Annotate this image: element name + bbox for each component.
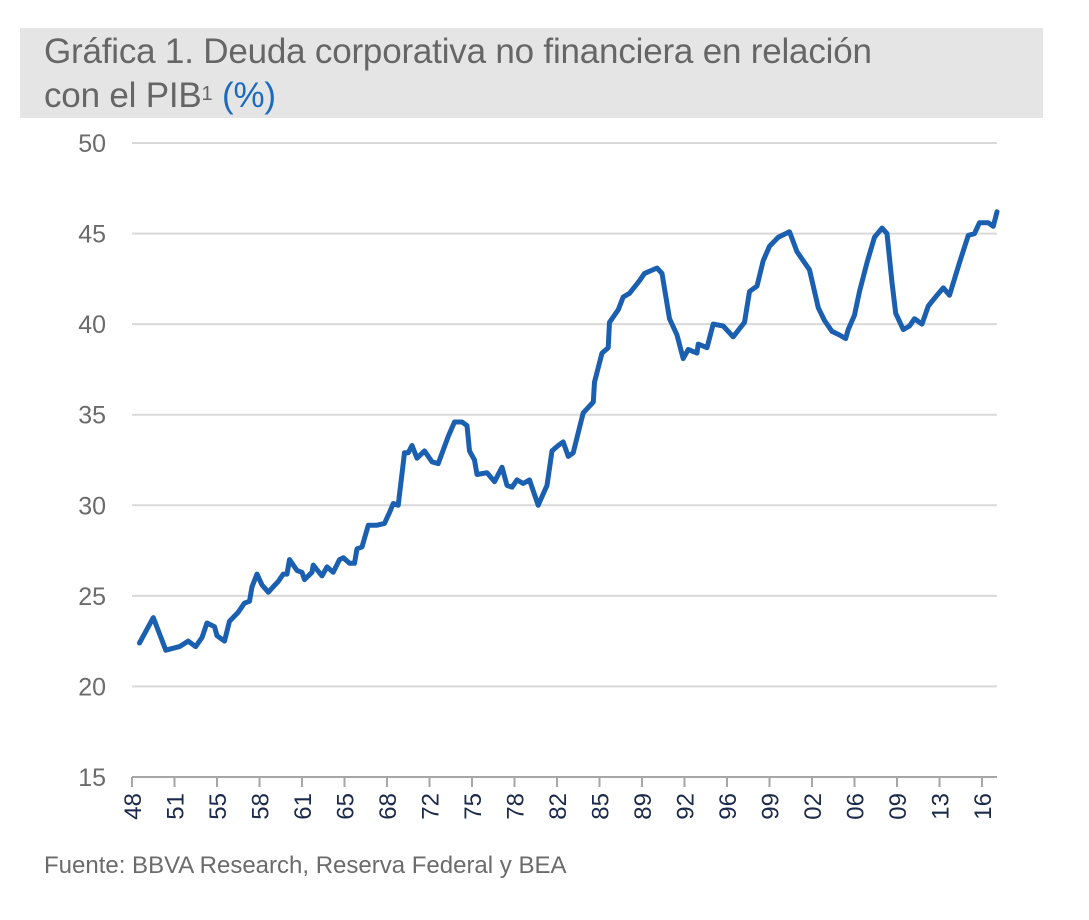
title-box: Gráfica 1. Deuda corporativa no financie…: [20, 28, 1043, 118]
x-tick-label: 48: [120, 793, 147, 820]
x-tick-label: 09: [885, 793, 912, 820]
chart-title: Gráfica 1. Deuda corporativa no financie…: [44, 30, 872, 118]
title-unit: (%): [222, 76, 276, 115]
y-tick-label: 40: [78, 311, 106, 339]
x-tick-label: 92: [673, 793, 700, 820]
x-tick-label: 99: [758, 793, 785, 820]
y-tick-label: 25: [78, 583, 106, 611]
x-tick-label: 72: [418, 793, 445, 820]
title-line-2: con el PIB: [44, 76, 202, 115]
x-tick-label: 16: [970, 793, 997, 820]
x-axis: 48 51 55 58 61 65 68 72 75 78 82 85 89 92 96 99 02 06 09 13…: [120, 776, 997, 820]
x-tick-label: 06: [843, 793, 870, 820]
x-tick-label: 89: [630, 793, 657, 820]
y-tick-label: 50: [78, 130, 106, 158]
x-tick-label: 78: [503, 793, 530, 820]
x-tick-label: 82: [545, 793, 572, 820]
x-tick-label: 85: [588, 793, 615, 820]
y-tick-label: 15: [78, 764, 106, 792]
title-footnote-mark: 1: [201, 83, 213, 105]
x-tick-label: 65: [333, 793, 360, 820]
source-note: Fuente: BBVA Research, Reserva Federal y…: [44, 852, 567, 879]
x-tick-label: 61: [290, 793, 317, 820]
x-tick-label: 02: [800, 793, 827, 820]
x-tick-label: 75: [460, 793, 487, 820]
x-tick-label: 13: [928, 793, 955, 820]
x-tick-label: 55: [205, 793, 232, 820]
y-tick-label: 35: [78, 402, 106, 430]
y-tick-label: 30: [78, 492, 106, 520]
title-line-1: Gráfica 1. Deuda corporativa no financie…: [44, 32, 872, 71]
series-line: [137, 209, 1000, 653]
x-tick-label: 58: [248, 793, 275, 820]
y-axis: 15 20 25 30 35 40 45 50: [78, 130, 106, 792]
y-tick-label: 20: [78, 673, 106, 701]
y-tick-label: 45: [78, 221, 106, 249]
x-tick-label: 96: [715, 793, 742, 820]
x-tick-label: 51: [163, 793, 190, 820]
x-tick-label: 68: [375, 793, 402, 820]
series: [137, 209, 1000, 653]
gridlines: [132, 142, 997, 688]
